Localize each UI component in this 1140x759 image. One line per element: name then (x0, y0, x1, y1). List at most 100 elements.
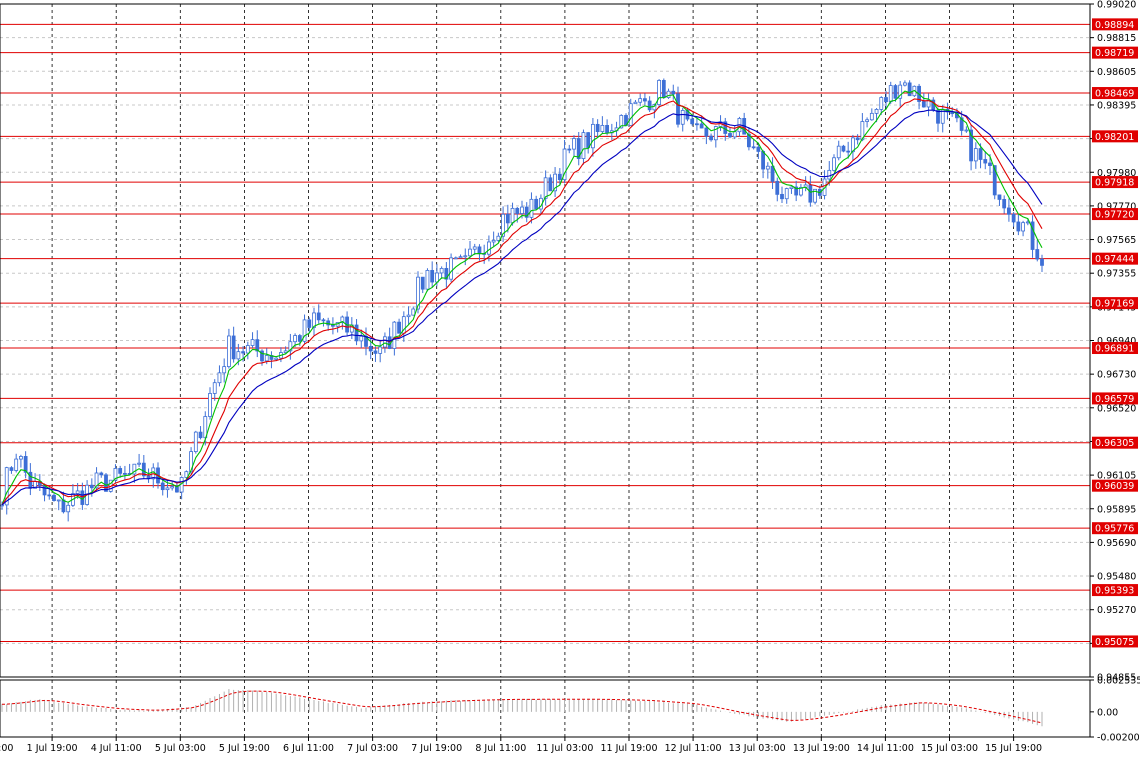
candle-body (368, 345, 373, 352)
candle-body (264, 355, 269, 362)
candle-body (907, 82, 912, 97)
y-tick-label: 0.95690 (1097, 538, 1136, 549)
y-tick-label: 0.96105 (1097, 471, 1136, 482)
candle-body (118, 468, 123, 474)
level-label: 0.96579 (1095, 394, 1134, 405)
candle-body (775, 180, 780, 195)
candle-body (586, 132, 591, 149)
candle-body (99, 472, 104, 476)
candle-body (444, 268, 449, 280)
candle-body (420, 276, 425, 290)
candle-body (141, 462, 146, 477)
candle-body (4, 467, 9, 506)
candle-body (676, 93, 680, 125)
candle-body (430, 270, 435, 283)
candle-body (449, 257, 453, 280)
candle-body (765, 165, 770, 170)
candle-body (846, 150, 851, 153)
candle-body (123, 472, 127, 475)
candle-body (647, 100, 652, 111)
y-tick-label: 0.95895 (1097, 504, 1136, 515)
level-label: 0.97918 (1095, 178, 1134, 189)
level-badge (1092, 130, 1138, 143)
candle-body (1040, 258, 1044, 266)
candle-body (288, 341, 293, 352)
osc-y-tick-label: 0.00 (1097, 707, 1118, 718)
x-tick-label: 13 Jul 03:00 (729, 743, 786, 754)
level-label: 0.95776 (1095, 524, 1134, 535)
y-tick-label: 0.98605 (1097, 67, 1136, 78)
candle-body (529, 198, 534, 218)
candle-body (567, 148, 572, 151)
candle-body (628, 103, 633, 126)
candle-body (260, 350, 264, 362)
candle-body (969, 129, 973, 162)
candle-body (222, 366, 227, 374)
candle-body (312, 312, 316, 328)
level-badge (1092, 479, 1138, 492)
candle-body (392, 321, 397, 349)
level-badge (1092, 635, 1138, 648)
candle-body (1035, 249, 1040, 260)
candle-body (666, 90, 671, 98)
candle-body (865, 119, 869, 122)
candle-body (898, 84, 903, 99)
oscillator-panel[interactable] (1, 680, 1043, 737)
x-tick-label: 11 Jul 19:00 (601, 743, 658, 754)
level-label: 0.96039 (1095, 481, 1134, 492)
candle-body (425, 270, 430, 290)
candle-body (978, 148, 983, 160)
candle-body (435, 272, 439, 283)
x-tick-label: 15 Jul 19:00 (985, 743, 1042, 754)
candle-body (505, 213, 510, 224)
candle-body (581, 132, 586, 159)
candle-body (165, 487, 170, 491)
y-tick-label: 0.96730 (1097, 370, 1136, 381)
candle-body (723, 121, 728, 134)
y-tick-label: 0.99020 (1097, 0, 1136, 11)
candle-body (453, 257, 458, 260)
candle-body (557, 173, 562, 181)
candle-body (89, 484, 94, 489)
level-badge (1092, 584, 1138, 597)
candle-body (562, 148, 567, 181)
candle-body (104, 474, 108, 492)
candle-body (855, 137, 860, 141)
level-label: 0.98894 (1095, 20, 1134, 31)
candle-body (23, 456, 28, 473)
candle-body (704, 127, 709, 137)
candle-body (170, 486, 175, 489)
candle-body (1011, 213, 1016, 223)
candle-body (595, 123, 600, 132)
level-label: 0.95393 (1095, 586, 1134, 597)
candle-body (175, 486, 179, 493)
candle-body (458, 256, 463, 259)
candle-body (1016, 221, 1021, 232)
y-tick-label: 0.96940 (1097, 336, 1136, 347)
candle-body (193, 431, 198, 452)
candle-body (903, 82, 907, 86)
candle-body (411, 308, 416, 316)
candle-body (416, 276, 420, 310)
candle-body (747, 133, 751, 148)
osc-y-tick-label: -0.002002 (1097, 733, 1140, 744)
ma-fast-line (1, 89, 1043, 506)
candle-body (520, 206, 524, 214)
candle-body (841, 145, 846, 152)
candle-body (813, 188, 817, 203)
candle-body (208, 393, 212, 417)
candle-body (321, 319, 326, 322)
candle-body (378, 346, 383, 354)
candle-body (307, 319, 312, 328)
x-tick-label: 7 Jul 03:00 (347, 743, 398, 754)
candle-body (657, 80, 661, 105)
candle-body (959, 117, 964, 131)
candle-body (477, 246, 482, 254)
level-label: 0.97169 (1095, 299, 1134, 310)
y-tick-label: 0.95270 (1097, 605, 1136, 616)
candle-body (690, 118, 695, 125)
x-tick-label: 7 Jul 19:00 (411, 743, 462, 754)
candle-body (184, 471, 189, 478)
oscillator-frame (0, 679, 1091, 738)
